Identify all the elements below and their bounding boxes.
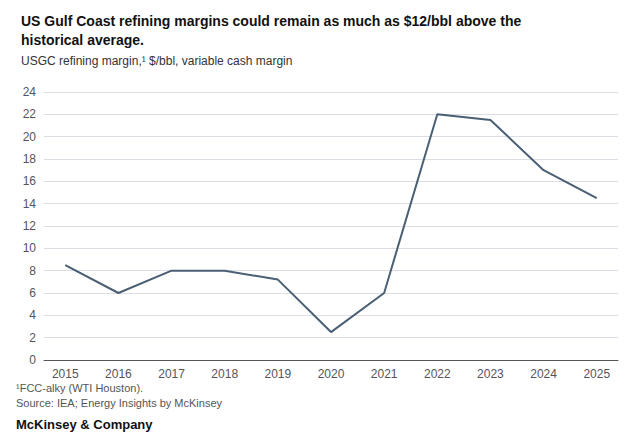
svg-text:2015: 2015	[52, 367, 79, 381]
svg-text:US Gulf Coast refining margins: US Gulf Coast refining margins could rem…	[21, 13, 521, 29]
svg-text:2024: 2024	[530, 367, 557, 381]
svg-text:0: 0	[29, 353, 36, 367]
svg-text:2025: 2025	[583, 367, 610, 381]
svg-text:20: 20	[23, 130, 37, 144]
svg-text:10: 10	[23, 241, 37, 255]
svg-text:2: 2	[29, 331, 36, 345]
svg-text:2023: 2023	[477, 367, 504, 381]
svg-text:historical average.: historical average.	[21, 32, 144, 48]
svg-text:24: 24	[23, 85, 37, 99]
svg-text:¹FCC-alky (WTI Houston).: ¹FCC-alky (WTI Houston).	[16, 382, 143, 394]
svg-text:2021: 2021	[371, 367, 398, 381]
svg-text:18: 18	[23, 152, 37, 166]
svg-text:McKinsey & Company: McKinsey & Company	[16, 417, 153, 432]
svg-text:12: 12	[23, 219, 37, 233]
svg-text:16: 16	[23, 174, 37, 188]
svg-text:2016: 2016	[105, 367, 132, 381]
svg-text:2019: 2019	[265, 367, 292, 381]
svg-text:4: 4	[29, 308, 36, 322]
svg-text:Source: IEA; Energy Insights b: Source: IEA; Energy Insights by McKinsey	[16, 397, 223, 409]
svg-text:22: 22	[23, 107, 37, 121]
svg-text:8: 8	[29, 264, 36, 278]
svg-text:2017: 2017	[158, 367, 185, 381]
svg-text:USGC refining margin,¹ $/bbl,: USGC refining margin,¹ $/bbl, variable c…	[21, 54, 292, 68]
svg-text:2022: 2022	[424, 367, 451, 381]
svg-text:2020: 2020	[318, 367, 345, 381]
svg-text:6: 6	[29, 286, 36, 300]
svg-text:2018: 2018	[211, 367, 238, 381]
svg-text:14: 14	[23, 197, 37, 211]
